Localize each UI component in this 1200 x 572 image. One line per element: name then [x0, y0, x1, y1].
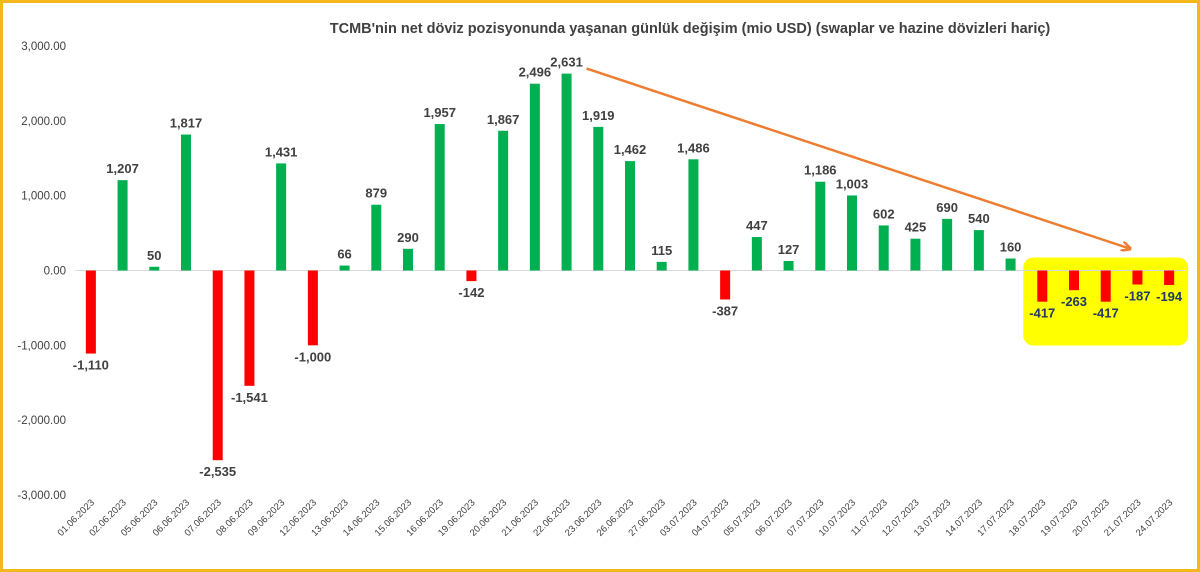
bar	[973, 230, 984, 271]
data-label: -1,541	[231, 390, 268, 405]
data-label: 1,817	[170, 116, 203, 131]
data-label: 1,207	[106, 161, 139, 176]
bar	[371, 204, 382, 271]
data-label: -417	[1029, 306, 1055, 321]
y-tick-label: 1,000.00	[21, 191, 66, 203]
bar-chart: TCMB'nin net döviz pozisyonunda yaşanan …	[17, 21, 1189, 539]
bar	[244, 270, 255, 386]
data-label: -194	[1156, 289, 1183, 304]
bar	[149, 266, 160, 271]
y-tick-label: 3,000.00	[21, 41, 66, 53]
data-label: -1,110	[73, 358, 109, 373]
y-tick-label: -2,000.00	[17, 415, 66, 427]
data-label: 1,957	[423, 105, 456, 120]
y-tick-label: 0.00	[44, 266, 66, 278]
bar	[720, 270, 731, 300]
bar	[85, 270, 96, 354]
data-label: 540	[968, 211, 990, 226]
data-label: 1,431	[265, 144, 298, 159]
bar	[1005, 258, 1016, 271]
bar	[212, 270, 223, 461]
data-label: 602	[873, 206, 895, 221]
data-label: -1,000	[294, 349, 331, 364]
data-label: -2,535	[199, 464, 236, 479]
data-label: 160	[1000, 240, 1022, 255]
data-label: 1,186	[804, 163, 837, 178]
bar	[783, 260, 794, 271]
bar	[1037, 270, 1048, 302]
data-label: 2,631	[550, 55, 583, 70]
bar	[498, 130, 509, 271]
bar	[1069, 270, 1079, 291]
y-tick-label: -1,000.00	[17, 340, 66, 352]
chart-title: TCMB'nin net döviz pozisyonunda yaşanan …	[330, 21, 1051, 37]
bar	[878, 225, 889, 271]
data-label: 1,462	[614, 142, 647, 157]
data-label: 690	[936, 200, 958, 215]
bar	[910, 238, 921, 271]
data-label: 447	[746, 218, 768, 233]
data-label: -417	[1093, 306, 1119, 321]
y-tick-label: 2,000.00	[21, 116, 66, 128]
bar	[307, 270, 318, 346]
y-tick-label: -3,000.00	[17, 490, 66, 502]
data-label: 1,867	[487, 112, 520, 127]
bar	[181, 134, 191, 271]
bar	[815, 181, 826, 271]
data-label: 2,496	[519, 65, 552, 80]
data-label: 1,486	[677, 140, 710, 155]
bar	[276, 163, 287, 271]
bar	[593, 126, 604, 271]
data-label: 50	[147, 248, 161, 263]
data-label: 127	[778, 242, 800, 257]
data-label: 1,003	[836, 176, 869, 191]
data-label: 115	[651, 243, 672, 258]
data-label: -387	[712, 303, 738, 318]
bar	[117, 180, 128, 271]
data-label: 1,919	[582, 108, 615, 123]
bar	[625, 161, 635, 271]
bar	[403, 248, 413, 271]
bar	[751, 237, 762, 271]
data-label: 879	[365, 186, 387, 201]
data-label: 66	[337, 247, 351, 262]
trend-arrow	[586, 67, 1130, 249]
bar	[339, 265, 350, 271]
bar	[434, 124, 445, 271]
data-label: 425	[905, 220, 927, 235]
data-label: -142	[458, 285, 484, 300]
bar	[1164, 270, 1175, 286]
data-label: -263	[1061, 294, 1087, 309]
bar	[529, 83, 540, 271]
bar	[1132, 270, 1143, 285]
data-label: 290	[397, 230, 419, 245]
bar	[466, 270, 477, 282]
bar	[942, 218, 953, 271]
bar	[561, 73, 572, 271]
bar	[1100, 270, 1111, 302]
bar	[688, 159, 699, 271]
bar	[656, 261, 667, 271]
data-label: -187	[1124, 288, 1150, 303]
bar	[847, 195, 857, 271]
